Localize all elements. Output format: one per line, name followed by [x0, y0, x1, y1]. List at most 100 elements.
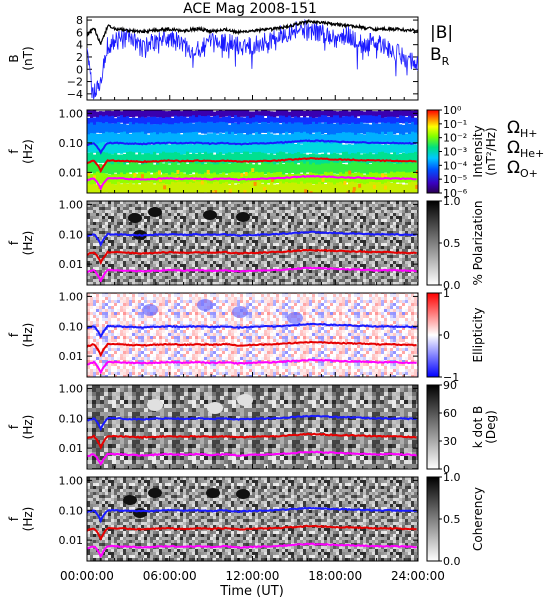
heatmap-cell [288, 162, 292, 174]
heatmap-cell [276, 117, 280, 126]
heatmap-cell [168, 124, 172, 136]
heatmap-cell [135, 132, 139, 144]
heatmap-cell [369, 142, 373, 154]
gyro-line-O-plus [87, 266, 417, 284]
heatmap-cell [294, 110, 298, 118]
heatmap-cell [300, 181, 304, 193]
heatmap-cell [279, 124, 283, 136]
heatmap-cell [291, 110, 295, 118]
heatmap-cell [309, 116, 313, 125]
heatmap-cell [96, 184, 100, 193]
heatmap-cell [204, 116, 208, 124]
heatmap-cell [312, 121, 316, 133]
heatmap-cell [342, 123, 346, 135]
y-axis-unit: (nT) [21, 46, 35, 70]
heatmap-cell [207, 183, 211, 193]
heatmap-cell [228, 134, 232, 146]
heatmap-cell [411, 163, 415, 175]
heatmap-cell [339, 124, 343, 136]
heatmap-cell [102, 111, 106, 120]
heatmap-cell [252, 111, 256, 120]
heatmap-cell [297, 110, 301, 118]
heatmap-cell [132, 110, 136, 118]
heatmap-cell [214, 190, 218, 193]
heatmap-blob [203, 210, 217, 220]
heatmap-cell [411, 152, 415, 164]
heatmap-cell [336, 122, 340, 134]
heatmap-cell [123, 153, 127, 165]
heatmap-cell [228, 152, 232, 164]
heatmap-cell [189, 110, 193, 118]
heatmap-cell [108, 163, 112, 175]
heatmap-cell [183, 132, 187, 144]
heatmap-cell [396, 164, 400, 175]
heatmap-cell [369, 181, 373, 193]
heatmap-cell [177, 123, 181, 135]
heatmap-cell [366, 164, 370, 176]
heatmap-cell [411, 144, 415, 155]
heatmap-cell [378, 123, 382, 135]
heatmap-cell [414, 151, 418, 163]
heatmap-cell [183, 161, 187, 173]
heatmap-cell [357, 152, 361, 164]
heatmap-cell [360, 183, 364, 193]
heatmap-cell [177, 152, 181, 164]
heatmap-cell [90, 184, 94, 193]
heatmap-cell [222, 142, 226, 154]
heatmap-cell [354, 117, 358, 126]
heatmap-cell [405, 110, 409, 117]
heatmap-cell [147, 134, 151, 146]
heatmap-cell [234, 134, 238, 146]
heatmap-cell [393, 143, 397, 155]
colorbar-tick-label: 10⁻⁶ [443, 187, 468, 200]
heatmap-cell [201, 134, 205, 146]
heatmap-cell [195, 163, 199, 175]
heatmap-cell [294, 132, 298, 144]
heatmap-cell [336, 142, 340, 154]
heatmap-cell [327, 163, 331, 175]
heatmap-cell [336, 182, 340, 193]
heatmap-cell [249, 153, 253, 165]
heatmap-cell [228, 143, 232, 155]
heatmap-cell [105, 110, 109, 119]
heatmap-cell [258, 143, 262, 154]
y-tick-label: 1.00 [59, 198, 84, 211]
heatmap-cell [135, 183, 139, 193]
heatmap-cell [288, 122, 292, 134]
heatmap-cell [126, 124, 130, 136]
heatmap-cell [252, 117, 256, 125]
heatmap-cell [126, 133, 130, 145]
heatmap-cell [384, 152, 388, 164]
heatmap-cell [162, 133, 166, 145]
heatmap-cell [411, 117, 415, 126]
heatmap-cell [231, 110, 235, 118]
heatmap-cell [102, 182, 106, 193]
heatmap-cell [111, 115, 115, 124]
legend-gyro-sub: H+ [520, 127, 538, 140]
heatmap-cell [222, 182, 226, 193]
heatmap-cell [111, 111, 115, 119]
heatmap-cell [318, 182, 322, 193]
heatmap-cell [168, 174, 172, 186]
heatmap-cell [93, 117, 97, 126]
heatmap-cell [273, 164, 277, 176]
heatmap-cell [150, 154, 154, 166]
colorbar-label: % Polarization [471, 201, 485, 286]
heatmap-cell [228, 188, 232, 193]
heatmap-cell [276, 122, 280, 134]
heatmap-cell [384, 110, 388, 118]
heatmap-cell [231, 123, 235, 135]
heatmap-cell [300, 117, 304, 126]
heatmap-cell [114, 110, 118, 118]
heatmap-cell [387, 153, 391, 165]
heatmap-cell [225, 174, 229, 186]
heatmap-cell [163, 185, 167, 190]
heatmap-cell [213, 122, 217, 134]
heatmap-cell [324, 184, 328, 193]
x-tick-label: 06:00:00 [143, 569, 197, 583]
heatmap-cell [207, 153, 211, 165]
heatmap-cell [261, 183, 265, 193]
heatmap-cell [150, 181, 154, 193]
heatmap-cell [240, 117, 244, 125]
y-tick-label: 0 [76, 63, 83, 76]
